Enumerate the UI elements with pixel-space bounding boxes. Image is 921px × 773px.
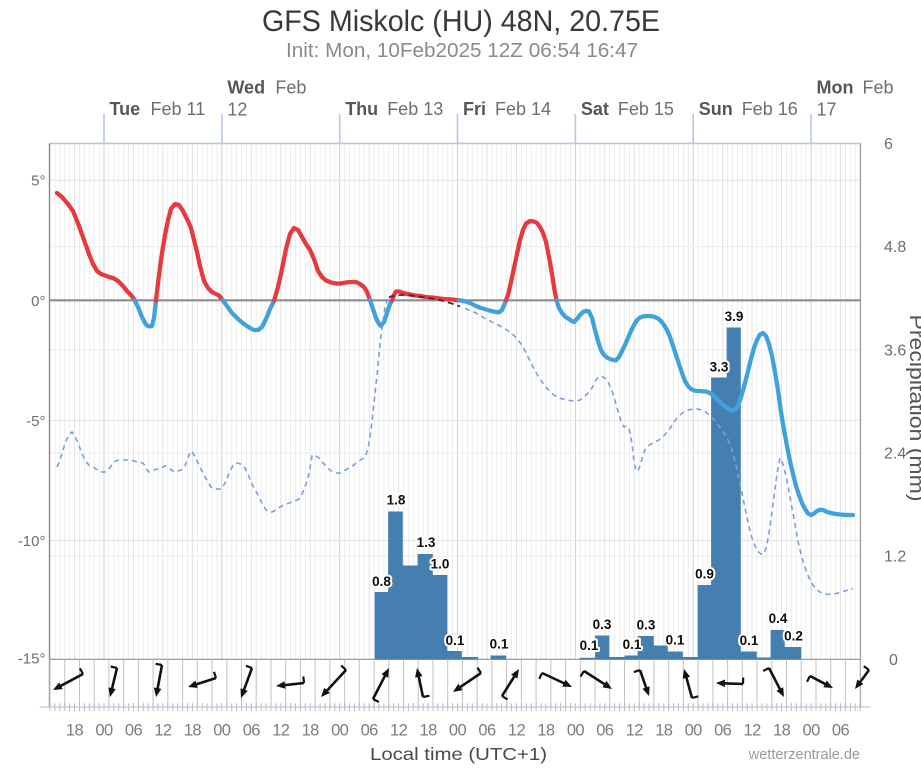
- svg-text:Sat: Sat: [581, 99, 609, 119]
- svg-text:12: 12: [272, 722, 290, 740]
- svg-text:5°: 5°: [31, 173, 45, 190]
- svg-text:06: 06: [596, 722, 614, 740]
- svg-text:18: 18: [655, 722, 673, 740]
- svg-text:12: 12: [744, 722, 762, 740]
- svg-text:0.1: 0.1: [666, 633, 685, 648]
- svg-text:Sun: Sun: [699, 99, 733, 119]
- svg-text:Tue: Tue: [110, 99, 141, 119]
- svg-text:-15°: -15°: [18, 651, 46, 668]
- svg-text:1.2: 1.2: [884, 549, 906, 566]
- svg-text:Feb: Feb: [275, 78, 306, 98]
- svg-text:00: 00: [95, 722, 113, 740]
- svg-text:06: 06: [361, 722, 379, 740]
- svg-text:3.6: 3.6: [884, 342, 906, 359]
- svg-text:Init: Mon, 10Feb2025 12Z 06:54: Init: Mon, 10Feb2025 12Z 06:54 16:47: [286, 40, 638, 62]
- svg-text:06: 06: [125, 722, 143, 740]
- svg-text:17: 17: [817, 100, 837, 120]
- svg-text:Feb 14: Feb 14: [495, 99, 551, 119]
- svg-text:Thu: Thu: [345, 99, 378, 119]
- svg-text:00: 00: [213, 722, 231, 740]
- svg-text:18: 18: [184, 722, 202, 740]
- svg-text:6: 6: [884, 136, 893, 153]
- svg-text:-10°: -10°: [18, 533, 46, 550]
- svg-text:Feb 13: Feb 13: [387, 99, 443, 119]
- svg-text:0.4: 0.4: [769, 611, 788, 626]
- svg-text:18: 18: [302, 722, 320, 740]
- svg-text:wetterzentrale.de: wetterzentrale.de: [748, 747, 860, 763]
- svg-text:2.4: 2.4: [884, 446, 906, 463]
- svg-text:12: 12: [227, 100, 247, 120]
- svg-text:3.9: 3.9: [725, 309, 744, 324]
- svg-text:0.1: 0.1: [740, 633, 759, 648]
- svg-text:00: 00: [567, 722, 585, 740]
- svg-text:-5°: -5°: [26, 413, 45, 430]
- svg-text:0.8: 0.8: [372, 574, 391, 589]
- svg-text:0.9: 0.9: [695, 567, 714, 582]
- svg-text:Wed: Wed: [227, 78, 265, 98]
- svg-text:00: 00: [803, 722, 821, 740]
- svg-text:Mon: Mon: [817, 78, 854, 98]
- svg-text:1.8: 1.8: [387, 493, 406, 508]
- svg-text:12: 12: [390, 722, 408, 740]
- svg-text:0.1: 0.1: [623, 637, 642, 652]
- svg-text:12: 12: [154, 722, 172, 740]
- svg-text:12: 12: [508, 722, 526, 740]
- svg-text:GFS Miskolc (HU) 48N, 20.75E: GFS Miskolc (HU) 48N, 20.75E: [262, 5, 660, 38]
- svg-text:1.0: 1.0: [431, 557, 450, 572]
- svg-text:00: 00: [685, 722, 703, 740]
- svg-text:0.3: 0.3: [637, 618, 656, 633]
- svg-text:1.3: 1.3: [417, 535, 436, 550]
- svg-text:Local time (UTC+1): Local time (UTC+1): [370, 744, 547, 764]
- svg-text:Precipitation (mm): Precipitation (mm): [905, 315, 921, 502]
- svg-text:0.3: 0.3: [593, 617, 612, 632]
- svg-text:18: 18: [773, 722, 791, 740]
- svg-text:3.3: 3.3: [710, 360, 729, 375]
- svg-text:0.2: 0.2: [784, 629, 803, 644]
- svg-text:Fri: Fri: [463, 99, 486, 119]
- svg-text:Feb 16: Feb 16: [742, 99, 798, 119]
- svg-text:18: 18: [420, 722, 438, 740]
- svg-text:00: 00: [449, 722, 467, 740]
- svg-text:0: 0: [889, 652, 898, 669]
- svg-text:06: 06: [478, 722, 496, 740]
- svg-text:06: 06: [714, 722, 732, 740]
- svg-text:Feb 15: Feb 15: [618, 99, 674, 119]
- svg-text:06: 06: [832, 722, 850, 740]
- svg-text:4.8: 4.8: [884, 239, 906, 256]
- svg-text:00: 00: [331, 722, 349, 740]
- svg-text:18: 18: [66, 722, 84, 740]
- svg-text:18: 18: [537, 722, 555, 740]
- svg-text:06: 06: [243, 722, 261, 740]
- svg-text:12: 12: [626, 722, 644, 740]
- svg-text:0°: 0°: [31, 293, 45, 310]
- svg-text:0.1: 0.1: [580, 638, 599, 653]
- svg-text:0.1: 0.1: [490, 637, 509, 652]
- svg-text:0.1: 0.1: [446, 633, 465, 648]
- svg-text:Feb: Feb: [863, 78, 894, 98]
- svg-text:Feb 11: Feb 11: [151, 99, 206, 119]
